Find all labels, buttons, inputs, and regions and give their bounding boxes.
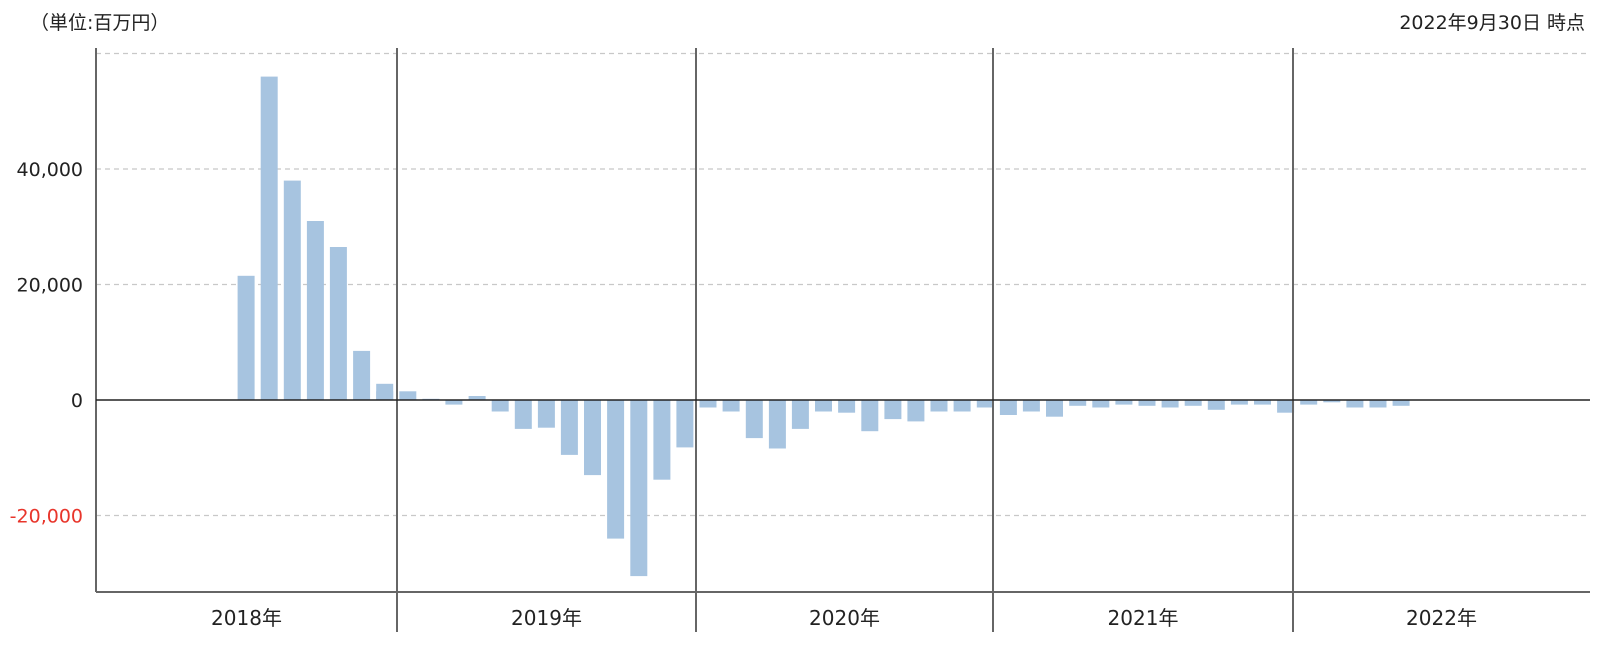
bar [999,400,1017,415]
bar [1046,400,1063,417]
bar [329,247,347,400]
bar [1138,400,1156,406]
bar [768,400,786,449]
bar [1184,400,1202,406]
bar [491,400,509,412]
bar [1161,400,1179,408]
bar [838,400,856,413]
unit-label: （単位:百万円） [30,12,170,34]
bar [1392,400,1410,406]
bar [306,221,324,400]
bar [607,400,625,539]
bar [537,400,555,428]
bar [722,400,740,412]
bar [1323,400,1341,403]
bar [1300,400,1318,405]
bar [884,400,902,420]
bar [468,396,486,400]
y-tick-label: 40,000 [17,159,83,181]
x-tick-label: 2019年 [511,606,582,630]
bar [584,400,601,476]
bar [353,350,371,400]
bar [907,400,925,422]
bar [1369,400,1387,408]
axis-layer [95,48,1590,632]
bar [1207,400,1225,410]
bar [699,400,717,408]
x-tick-label: 2021年 [1108,606,1179,630]
bar [1069,400,1087,406]
bar [1254,400,1271,405]
bar [283,180,301,400]
bar [1277,400,1295,413]
bar [376,391,394,400]
bar [1230,400,1248,405]
bar [953,400,971,412]
bar [815,400,832,412]
bar [1022,400,1040,412]
label-layer: 40,000 20,000 0 -20,000 2018年 2019年 2020年 2021年… [10,159,1477,630]
y-tick-label: -20,000 [10,506,83,528]
bar [445,400,463,405]
bar [653,400,671,480]
bar [1115,400,1133,405]
y-tick-label: 0 [71,390,83,412]
bar [399,391,417,400]
bar [976,400,994,408]
x-tick-label: 2018年 [211,606,282,630]
bar [930,400,948,412]
x-tick-label: 2022年 [1406,606,1477,630]
bar [560,400,578,455]
bar [791,400,809,429]
bar [745,400,763,439]
bar [237,275,255,400]
bar [514,400,532,429]
grid-layer [96,52,1590,517]
as-of-date-label: 2022年9月30日 時点 [1399,12,1585,34]
bar [260,76,278,400]
x-tick-label: 2020年 [809,606,880,630]
bar [1346,400,1364,408]
bar [630,400,648,577]
bar-layer [237,76,1410,577]
y-tick-label: 20,000 [17,275,83,297]
bar [1092,400,1110,408]
bar [676,400,694,448]
bar [861,400,879,432]
